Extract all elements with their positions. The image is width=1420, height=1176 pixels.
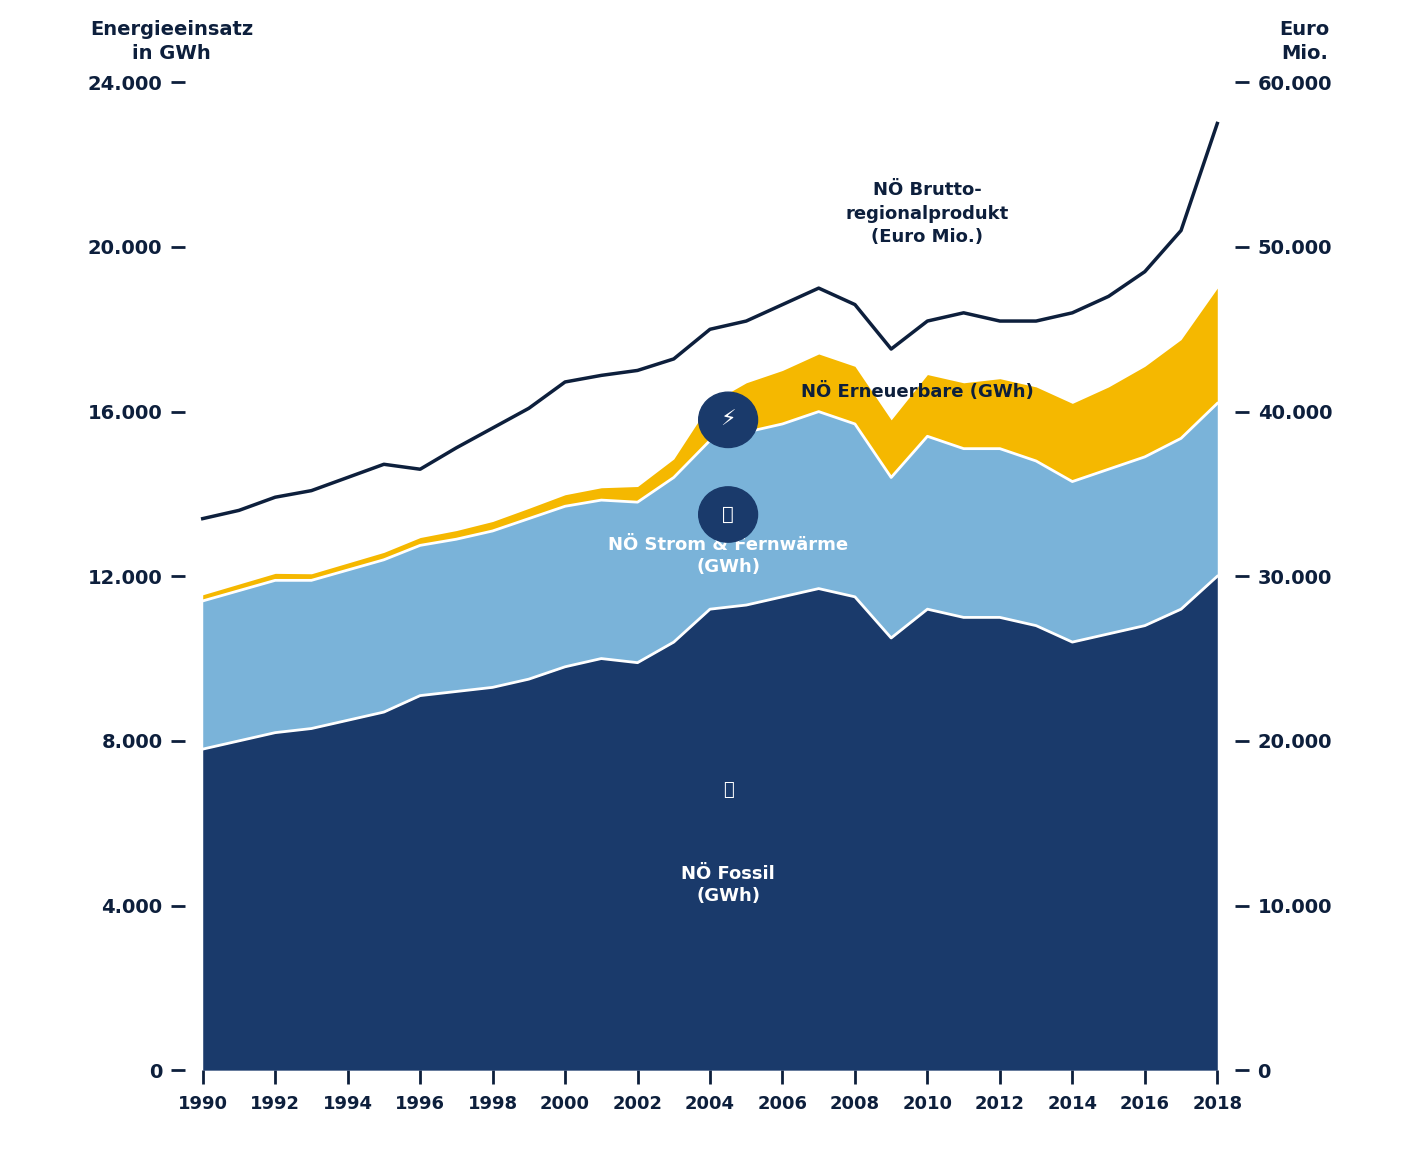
Text: 🔌: 🔌 <box>723 505 734 524</box>
Text: Euro
Mio.: Euro Mio. <box>1279 20 1331 62</box>
Text: ⚡: ⚡ <box>720 409 736 430</box>
Text: NÖ Fossil
(GWh): NÖ Fossil (GWh) <box>682 864 775 906</box>
Text: NÖ Brutto-
regionalprodukt
(Euro Mio.): NÖ Brutto- regionalprodukt (Euro Mio.) <box>846 181 1010 246</box>
Text: Energieeinsatz
in GWh: Energieeinsatz in GWh <box>89 20 253 62</box>
Text: ⛽: ⛽ <box>723 781 734 800</box>
Text: NÖ Erneuerbare (GWh): NÖ Erneuerbare (GWh) <box>801 381 1034 401</box>
Circle shape <box>699 392 757 448</box>
Circle shape <box>699 487 757 542</box>
Circle shape <box>699 762 757 818</box>
Text: NÖ Strom & Fernwärme
(GWh): NÖ Strom & Fernwärme (GWh) <box>608 535 848 576</box>
